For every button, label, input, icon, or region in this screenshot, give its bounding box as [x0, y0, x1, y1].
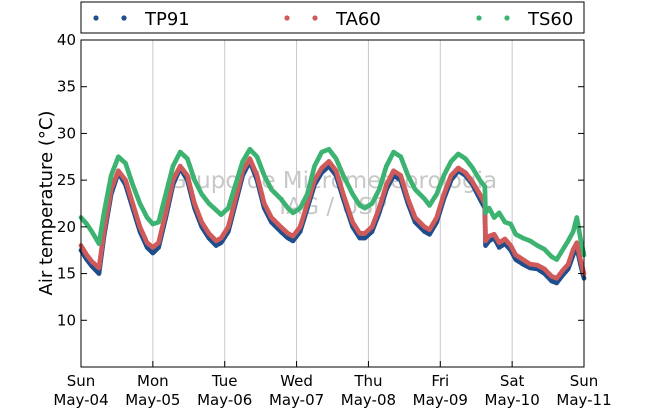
series-TA60: [78, 156, 587, 281]
legend-label-TP91: TP91: [144, 9, 190, 30]
legend: TP91 TA60 TS60: [80, 1, 585, 34]
y-tick-label: 20: [57, 218, 76, 236]
axes: 10152025303540SunMay-04MonMay-05TueMay-0…: [53, 31, 611, 409]
legend-box: [80, 1, 585, 34]
x-tick-label-day: Sun: [67, 372, 96, 390]
y-tick-label: 30: [57, 124, 76, 142]
y-tick-label: 10: [57, 311, 76, 329]
x-tick-label-day: Thu: [353, 372, 382, 390]
x-tick-label-date: May-10: [485, 391, 540, 409]
legend-label-TA60: TA60: [335, 9, 381, 30]
legend-marker: [476, 15, 482, 21]
x-tick-label-day: Mon: [137, 372, 169, 390]
x-tick-label-date: May-08: [341, 391, 396, 409]
x-tick-label-date: May-11: [556, 391, 611, 409]
x-tick-label-date: May-07: [269, 391, 324, 409]
data-series: [78, 146, 587, 286]
legend-marker: [121, 15, 127, 21]
legend-marker: [312, 15, 318, 21]
y-tick-label: 40: [57, 31, 76, 49]
y-tick-label: 15: [57, 265, 76, 283]
y-tick-label: 25: [57, 171, 76, 189]
x-tick-label-date: May-06: [197, 391, 252, 409]
x-tick-label-day: Tue: [211, 372, 238, 390]
series-TS60: [78, 146, 587, 262]
x-tick-label-day: Sun: [570, 372, 599, 390]
legend-marker: [93, 15, 99, 21]
y-axis-label: Air temperature (°C): [36, 111, 57, 296]
legend-marker: [284, 15, 290, 21]
x-tick-label-date: May-04: [53, 391, 108, 409]
y-tick-label: 35: [57, 78, 76, 96]
legend-label-TS60: TS60: [527, 9, 573, 30]
legend-marker: [504, 15, 510, 21]
x-tick-label-day: Wed: [280, 372, 313, 390]
x-tick-label-date: May-09: [413, 391, 468, 409]
x-tick-label-date: May-05: [125, 391, 180, 409]
x-tick-label-day: Sat: [500, 372, 525, 390]
x-tick-label-day: Fri: [431, 372, 449, 390]
plot-area-frame: [80, 39, 585, 368]
